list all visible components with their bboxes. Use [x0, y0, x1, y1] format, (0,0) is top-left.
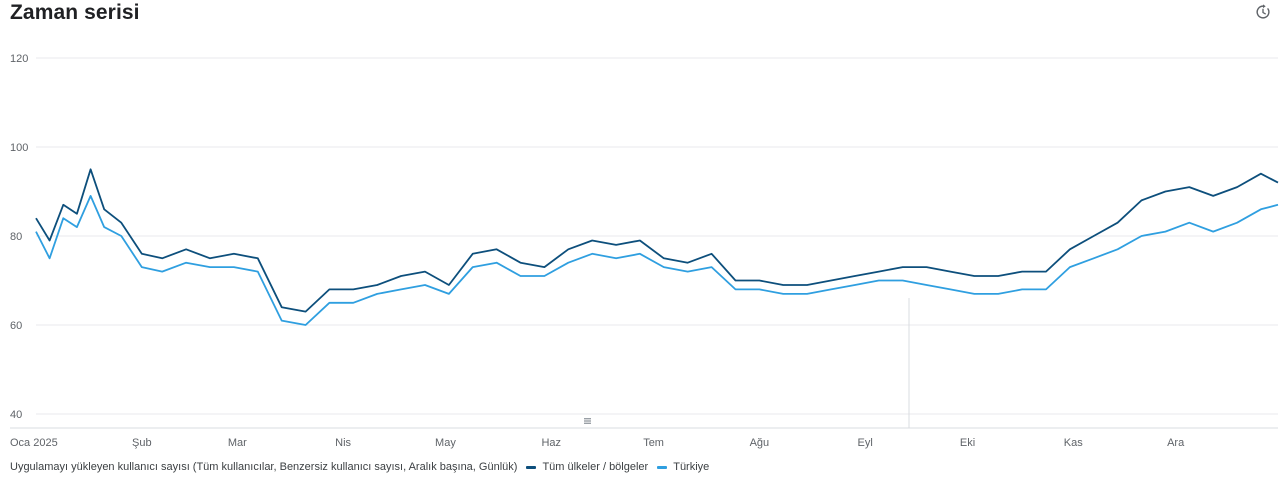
x-tick-label: May	[435, 437, 456, 449]
x-axis-ticks: Oca 2025 Şub Mar Nis May Haz Tem Ağu Eyl Eki Kas Ar…	[10, 437, 1185, 449]
legend-metric-label: Uygulamayı yükleyen kullanıcı sayısı (Tü…	[10, 461, 518, 473]
x-tick-label: Oca 2025	[10, 437, 58, 449]
x-tick-label: Ara	[1167, 437, 1185, 449]
series-lines	[35, 168, 1279, 326]
y-tick-label: 120	[10, 53, 28, 65]
legend-swatch-all-regions	[526, 465, 537, 469]
x-tick-label: Haz	[541, 437, 561, 449]
y-tick-label: 80	[10, 231, 22, 243]
series-line-0	[35, 168, 1279, 313]
series-line-1	[35, 195, 1279, 326]
legend-label-all-regions: Tüm ülkeler / bölgeler	[542, 461, 649, 473]
x-tick-label: Eyl	[857, 437, 872, 449]
legend-swatch-turkiye	[657, 465, 668, 469]
page-title: Zaman serisi	[10, 1, 140, 24]
chart-legend: Uygulamayı yükleyen kullanıcı sayısı (Tü…	[10, 461, 709, 473]
y-tick-label: 100	[10, 142, 28, 154]
y-tick-label: 40	[10, 409, 22, 421]
refresh-clock-icon[interactable]	[1254, 3, 1272, 21]
legend-item-turkiye[interactable]: Türkiye	[657, 461, 709, 473]
x-tick-label: Tem	[643, 437, 664, 449]
x-tick-label: Ağu	[750, 437, 770, 449]
x-tick-label: Mar	[228, 437, 247, 449]
x-tick-label: Şub	[132, 437, 152, 449]
legend-item-all-regions[interactable]: Tüm ülkeler / bölgeler	[526, 461, 648, 473]
x-tick-label: Kas	[1064, 437, 1083, 449]
y-axis-ticks: 40 60 80 100 120	[10, 53, 28, 421]
drag-handle[interactable]	[584, 418, 591, 424]
y-tick-label: 60	[10, 320, 22, 332]
legend-label-turkiye: Türkiye	[673, 461, 710, 473]
x-tick-label: Nis	[335, 437, 351, 449]
timeseries-chart: 40 60 80 100 120 Oca 2025 Şub Mar Nis May Haz Tem A…	[10, 53, 1279, 449]
x-tick-label: Eki	[960, 437, 975, 449]
grid-lines	[10, 57, 1278, 429]
